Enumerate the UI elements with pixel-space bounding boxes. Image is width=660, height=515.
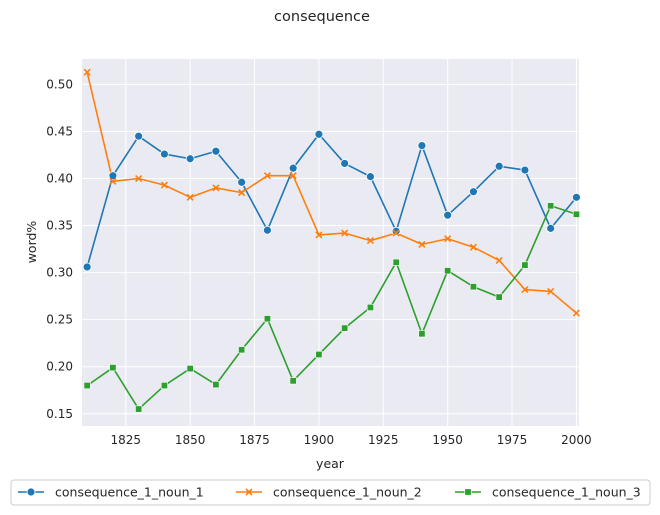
legend-label: consequence_1_noun_1	[55, 485, 204, 500]
legend-swatch-marker	[245, 488, 253, 496]
x-tick-label: 2000	[561, 433, 592, 447]
data-point-series-2	[315, 231, 323, 239]
data-point-series-2	[238, 189, 246, 197]
data-point-series-3	[418, 330, 426, 338]
y-tick-label: 0.45	[46, 124, 73, 138]
data-point-series-1	[417, 141, 427, 150]
data-point-series-2	[83, 68, 91, 76]
grid	[82, 59, 579, 426]
chart-title: consequence	[274, 9, 370, 25]
y-tick-label: 0.20	[46, 360, 73, 374]
data-point-series-2	[289, 172, 297, 180]
data-point-series-2	[212, 184, 220, 192]
data-point-series-3	[469, 283, 477, 291]
legend-label: consequence_1_noun_3	[492, 485, 641, 500]
data-point-series-2	[495, 256, 503, 264]
data-point-series-1	[108, 171, 118, 181]
data-point-series-2	[366, 237, 374, 245]
data-point-series-3	[160, 382, 168, 390]
y-tick-label: 0.35	[46, 219, 73, 233]
data-point-series-3	[135, 405, 143, 413]
x-tick-label: 1925	[368, 433, 399, 447]
y-tick-label: 0.25	[46, 313, 73, 327]
data-point-series-3	[289, 377, 297, 385]
data-point-series-3	[495, 293, 503, 301]
y-axis-ticks: 0.15 0.20 0.25 0.30 0.35 0.40 0.45 0.50	[46, 77, 73, 420]
x-axis-label: year	[316, 456, 345, 471]
data-point-series-2	[521, 285, 529, 294]
legend-label: consequence_1_noun_2	[273, 485, 422, 500]
data-point-series-1	[82, 262, 92, 272]
data-point-series-3	[238, 346, 246, 354]
data-point-series-2	[444, 235, 452, 243]
data-point-series-2	[418, 240, 426, 248]
y-axis-label: word%	[24, 221, 39, 264]
y-tick-label: 0.30	[46, 266, 73, 280]
x-axis-ticks: 1825 1850 1875 1900 1925 1950 1975 2000	[111, 433, 592, 447]
data-point-series-3	[109, 364, 117, 372]
legend-swatch-marker	[26, 487, 36, 497]
x-tick-label: 1900	[304, 433, 335, 447]
data-point-series-1	[546, 223, 556, 233]
data-point-series-1	[443, 210, 453, 220]
data-point-series-2	[109, 177, 117, 185]
legend: consequence_1_noun_1 consequence_1_noun_2…	[10, 479, 651, 506]
data-point-series-3	[315, 350, 323, 358]
data-point-series-1	[366, 172, 375, 182]
data-point-series-1	[288, 163, 298, 173]
data-point-series-3	[83, 382, 91, 390]
data-point-series-1	[340, 159, 350, 168]
data-point-series-2	[263, 172, 271, 180]
data-point-series-2	[135, 174, 143, 183]
data-point-series-1	[391, 226, 401, 236]
data-point-series-1	[237, 177, 247, 187]
data-point-series-1	[134, 131, 144, 141]
y-tick-label: 0.15	[46, 407, 73, 421]
x-tick-label: 1875	[239, 433, 270, 447]
data-point-series-2	[547, 287, 555, 295]
data-point-series-3	[572, 210, 580, 218]
data-point-series-1	[185, 154, 195, 164]
data-point-series-3	[366, 303, 374, 311]
x-tick-label: 1975	[497, 433, 528, 447]
data-point-series-2	[469, 243, 477, 251]
data-point-series-2	[341, 229, 349, 237]
series-line-2	[86, 71, 577, 314]
data-point-series-2	[186, 193, 194, 201]
x-tick-label: 1850	[175, 433, 206, 447]
data-point-series-1	[469, 187, 478, 197]
legend-swatch-marker	[464, 488, 472, 496]
data-point-series-1	[520, 165, 530, 175]
data-point-series-2	[392, 229, 400, 237]
data-point-series-3	[444, 267, 452, 275]
x-tick-label: 1950	[432, 433, 463, 447]
data-point-series-3	[341, 324, 349, 332]
data-point-series-2	[572, 309, 580, 317]
data-point-series-3	[263, 315, 271, 323]
data-point-series-3	[212, 381, 220, 389]
y-tick-label: 0.50	[46, 77, 73, 91]
series-markers	[82, 68, 581, 413]
x-tick-label: 1825	[111, 433, 142, 447]
data-point-series-1	[314, 129, 324, 139]
data-point-series-3	[392, 258, 400, 266]
y-tick-label: 0.40	[46, 172, 73, 186]
series-line-3	[86, 205, 577, 410]
data-point-series-1	[263, 225, 272, 235]
data-point-series-1	[494, 161, 504, 171]
data-point-series-3	[521, 261, 529, 269]
data-point-series-1	[211, 146, 221, 156]
data-point-series-2	[160, 181, 168, 189]
plot-background	[82, 59, 579, 426]
legend-box	[10, 479, 651, 506]
data-point-series-3	[547, 202, 555, 210]
data-point-series-1	[160, 149, 169, 159]
data-point-series-1	[572, 192, 581, 202]
data-point-series-3	[186, 365, 194, 373]
